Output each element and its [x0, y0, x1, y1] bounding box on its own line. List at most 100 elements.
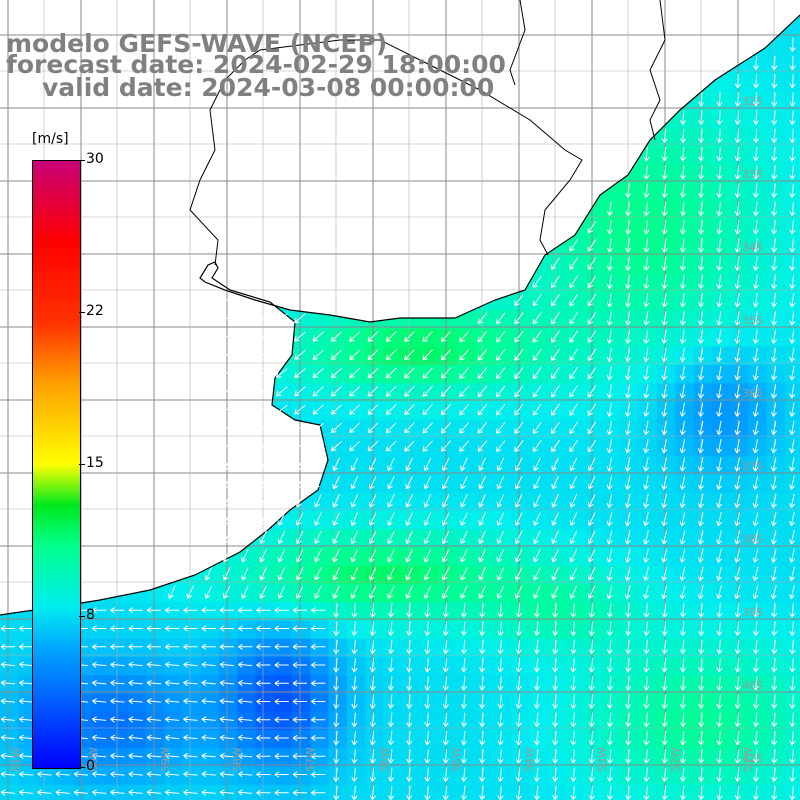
field-cell — [511, 365, 530, 384]
wind-arrow — [533, 475, 541, 490]
wind-arrow — [387, 767, 395, 782]
wind-arrow — [716, 548, 723, 563]
wind-arrow — [734, 785, 741, 800]
wind-arrow — [661, 420, 668, 435]
wind-arrow — [698, 749, 705, 764]
wind-arrow — [201, 679, 216, 687]
field-cell — [237, 784, 257, 800]
field-cell — [365, 602, 384, 622]
field-cell — [346, 419, 366, 439]
field-cell — [237, 620, 257, 640]
wind-arrow — [423, 475, 432, 490]
field-cell — [547, 419, 567, 439]
field-cell — [693, 346, 713, 366]
wind-arrow — [533, 676, 541, 691]
field-cell — [748, 492, 768, 512]
field-cell — [711, 529, 731, 549]
wind-arrow — [333, 749, 340, 764]
wind-arrow — [333, 603, 340, 618]
field-cell — [0, 638, 19, 658]
field-cell — [730, 711, 749, 731]
field-cell — [474, 401, 494, 421]
field-cell — [748, 401, 768, 421]
wind-arrow — [387, 785, 395, 800]
field-cell — [638, 164, 658, 184]
field-cell — [766, 529, 786, 549]
field-cell — [200, 748, 220, 768]
field-cell — [383, 346, 403, 366]
field-cell — [766, 511, 786, 530]
wind-arrow — [440, 385, 451, 397]
field-cell — [474, 730, 494, 749]
field-cell — [511, 419, 530, 439]
wind-arrow — [716, 311, 723, 326]
field-cell — [584, 693, 603, 713]
wind-arrow — [569, 275, 579, 289]
field-cell — [346, 766, 366, 786]
field-cell — [711, 365, 731, 384]
wind-arrow — [734, 439, 741, 454]
wind-arrow — [237, 698, 253, 705]
field-cell — [675, 711, 695, 731]
field-cell — [474, 438, 494, 457]
wind-arrow — [424, 694, 431, 709]
wind-arrow — [55, 789, 70, 796]
field-cell — [675, 675, 695, 695]
wind-arrow — [587, 457, 596, 472]
field-cell — [675, 584, 695, 603]
lat-label: 35S — [742, 314, 763, 327]
wind-arrow — [204, 512, 213, 526]
wind-arrow — [350, 530, 359, 545]
field-cell — [200, 730, 220, 749]
field-cell — [675, 182, 695, 202]
field-cell — [638, 675, 658, 695]
field-cell — [328, 584, 348, 603]
wind-arrow — [533, 585, 541, 599]
wind-arrow — [369, 639, 376, 655]
field-cell — [438, 584, 457, 603]
wind-arrow — [698, 146, 705, 162]
field-cell — [438, 438, 457, 457]
wind-arrow — [661, 219, 668, 235]
wind-arrow — [606, 548, 613, 563]
wind-arrow — [204, 530, 213, 545]
wind-arrow — [460, 603, 468, 618]
field-cell — [638, 711, 658, 731]
field-cell — [638, 620, 658, 640]
country-border — [189, 39, 583, 266]
field-cell — [675, 492, 695, 512]
wind-arrow — [771, 92, 778, 107]
wind-arrow — [698, 201, 705, 217]
field-cell — [127, 675, 147, 695]
wind-arrow — [201, 625, 216, 632]
wind-arrow — [405, 585, 413, 599]
field-cell — [529, 419, 549, 439]
field-cell — [182, 638, 202, 658]
wind-arrow — [18, 661, 34, 668]
field-cell — [346, 602, 366, 622]
wind-arrow — [698, 165, 705, 180]
wind-arrow — [295, 585, 304, 599]
wind-arrow — [624, 493, 631, 508]
field-cell — [584, 620, 603, 640]
wind-arrow — [459, 403, 470, 416]
field-cell — [529, 529, 549, 549]
field-cell — [492, 620, 512, 640]
wind-arrow — [146, 734, 162, 741]
wind-arrow — [606, 384, 613, 399]
field-cell — [730, 638, 749, 658]
wind-arrow — [91, 752, 107, 760]
wind-arrow — [405, 512, 413, 526]
wind-arrow — [716, 676, 723, 691]
wind-arrow — [277, 475, 286, 490]
wind-arrow — [734, 566, 741, 581]
field-cell — [730, 657, 749, 676]
field-cell — [328, 365, 348, 384]
wind-arrow — [495, 330, 506, 343]
wind-arrow — [404, 440, 415, 452]
wind-arrow — [368, 512, 377, 526]
wind-arrow — [716, 92, 723, 107]
wind-arrow — [770, 512, 777, 527]
wind-arrow — [387, 712, 395, 728]
